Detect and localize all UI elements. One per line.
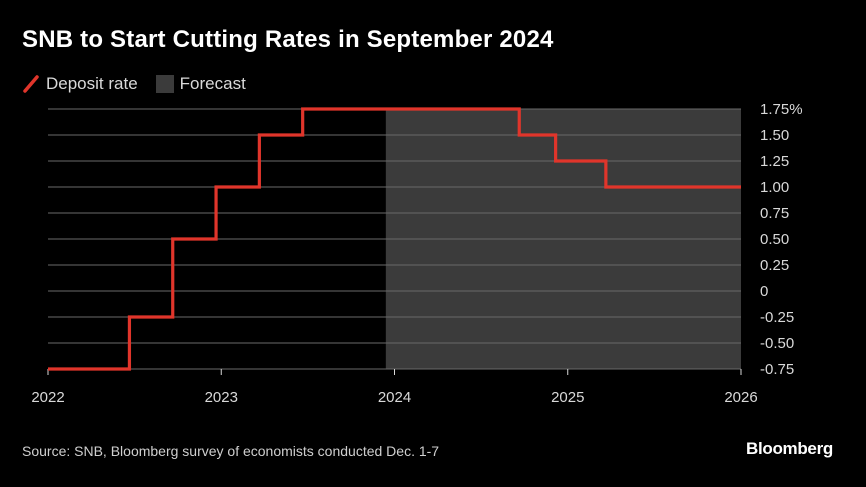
bloomberg-logo: Bloomberg bbox=[745, 439, 833, 458]
deposit-rate-line bbox=[48, 107, 741, 371]
y-tick-label-6: 0.25 bbox=[760, 257, 789, 274]
legend-item-forecast: Forecast bbox=[155, 74, 246, 94]
legend-item-deposit-rate: Deposit rate bbox=[22, 74, 138, 94]
y-tick-label-3: 1.00 bbox=[760, 179, 789, 196]
deposit-rate-line-icon bbox=[23, 75, 39, 93]
y-tick-label-9: -0.50 bbox=[760, 335, 794, 352]
y-tick-label-1: 1.50 bbox=[760, 127, 789, 144]
legend: Deposit rate Forecast bbox=[22, 72, 264, 96]
chart-title: SNB to Start Cutting Rates in September … bbox=[22, 26, 554, 53]
y-tick-label-5: 0.50 bbox=[760, 231, 789, 248]
forecast-swatch-icon bbox=[155, 75, 174, 93]
y-tick-label-2: 1.25 bbox=[760, 153, 789, 170]
legend-label-forecast: Forecast bbox=[179, 74, 246, 93]
x-tick-label-2: 2024 bbox=[378, 389, 411, 406]
y-tick-label-4: 0.75 bbox=[760, 205, 789, 222]
x-tick-label-3: 2025 bbox=[551, 389, 584, 406]
x-tick-label-1: 2023 bbox=[205, 389, 238, 406]
y-tick-label-8: -0.25 bbox=[760, 309, 794, 326]
y-tick-label-10: -0.75 bbox=[760, 361, 794, 378]
x-tick-label-0: 2022 bbox=[31, 389, 64, 406]
source-note: Source: SNB, Bloomberg survey of economi… bbox=[22, 443, 440, 459]
legend-label-deposit-rate: Deposit rate bbox=[46, 74, 138, 93]
y-tick-label-7: 0 bbox=[760, 283, 768, 300]
y-tick-label-0: 1.75% bbox=[760, 101, 803, 118]
x-tick-label-4: 2026 bbox=[724, 389, 757, 406]
